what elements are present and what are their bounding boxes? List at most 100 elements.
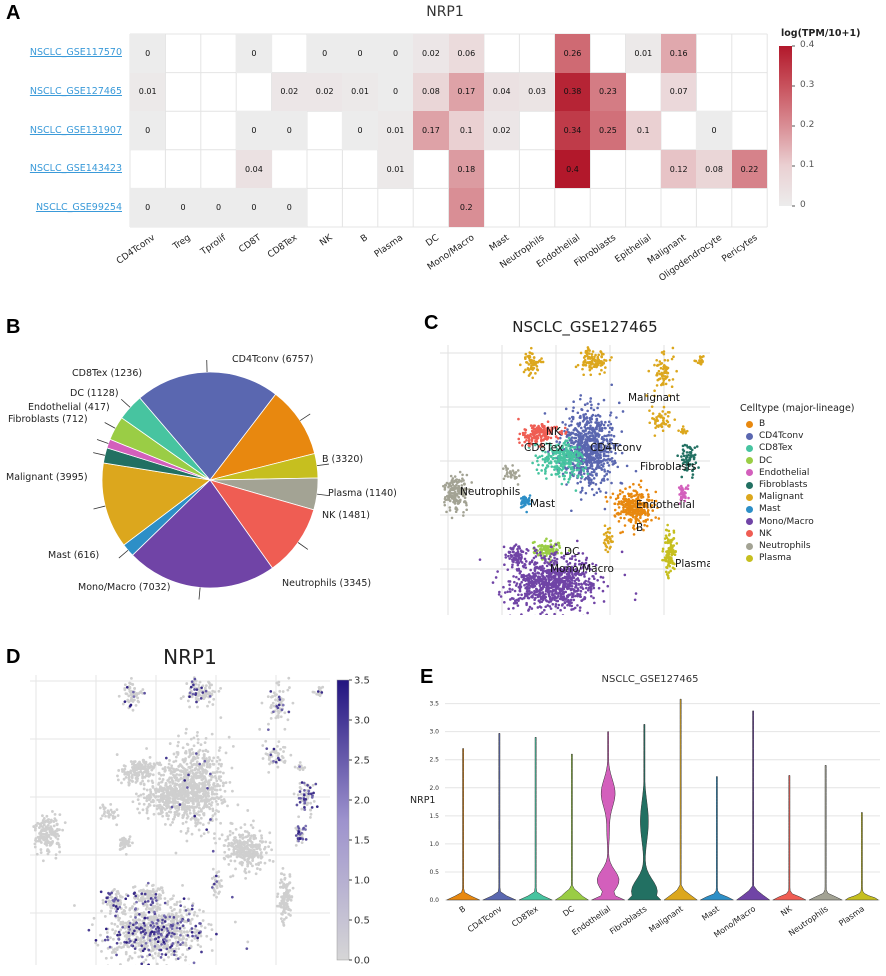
legend-swatch xyxy=(746,420,753,428)
violin-y-tick: 2.5 xyxy=(429,757,439,764)
heatmap-cell: 0.03 xyxy=(519,72,555,112)
violin-x-label: Fibroblasts xyxy=(608,904,648,936)
dataset-link-nsclc_gse99254[interactable]: NSCLC_GSE99254 xyxy=(35,201,122,213)
violin-shape xyxy=(446,748,480,901)
umap-cluster-annotation: CD8Tex xyxy=(524,442,563,454)
celltype-legend-item: Endothelial xyxy=(740,467,809,479)
umap-celltype-plot: Malignant NK CD8Tex CD4Tconv Fibroblasts Neut… xyxy=(440,345,710,615)
expression-colorbar: 0.0 0.5 1.0 1.5 2.0 2.5 3.0 3.5 xyxy=(336,676,370,967)
violin-y-tick: 0.5 xyxy=(429,869,439,876)
celltype-legend-item: Fibroblasts xyxy=(740,479,807,491)
expression-colorbar-tick: 1.5 xyxy=(354,836,370,847)
pie-leader-line xyxy=(104,422,116,429)
violin-shape xyxy=(663,698,698,901)
legend-label: Fibroblasts xyxy=(759,480,808,490)
dataset-link-nsclc_gse117570[interactable]: NSCLC_GSE117570 xyxy=(29,47,122,59)
celltype-legend-item: CD8Tex xyxy=(740,442,793,454)
pie-slice-label: Endothelial (417) xyxy=(28,402,110,413)
heatmap-cell: 0.17 xyxy=(448,72,484,112)
legend-swatch xyxy=(746,530,753,538)
violin-shape xyxy=(735,710,771,901)
pie-leader-line xyxy=(299,413,311,421)
heatmap-cell: 0.01 xyxy=(377,111,414,150)
pie-slice-label: Malignant (3995) xyxy=(6,472,88,483)
expression-colorbar-tick: 2.0 xyxy=(354,796,370,807)
heatmap-cell: 0.06 xyxy=(448,34,484,73)
expression-colorbar-tick: 0.0 xyxy=(354,956,370,967)
heatmap-colorbar-tick: 0.1 xyxy=(800,160,815,170)
legend-swatch xyxy=(746,518,753,526)
legend-swatch xyxy=(746,481,753,489)
pie-leader-line xyxy=(93,452,105,456)
umap-cluster-annotation: Fibroblasts xyxy=(640,461,696,473)
pie-leader-line xyxy=(198,587,201,600)
violin-shape xyxy=(554,753,590,901)
violin-shape xyxy=(700,776,734,901)
violin-x-label: Endothelial xyxy=(570,904,612,937)
legend-label: DC xyxy=(759,455,773,466)
pie-slice-label: CD8Tex (1236) xyxy=(72,368,142,379)
violin-shape xyxy=(772,775,807,901)
expression-colorbar-tick: 3.5 xyxy=(354,676,370,687)
legend-swatch xyxy=(746,505,753,513)
panel-label-e: E xyxy=(420,666,434,688)
heatmap-cell: 0 xyxy=(165,188,201,227)
heatmap-cell: 0.1 xyxy=(625,111,661,150)
violin-title: NSCLC_GSE127465 xyxy=(601,674,699,685)
umap-cluster-annotation: Malignant xyxy=(628,392,680,404)
heatmap-cell: 0.01 xyxy=(130,72,166,112)
violin-shape xyxy=(627,724,662,901)
legend-label: Malignant xyxy=(759,492,804,503)
heatmap-cell: 0.2 xyxy=(448,188,484,227)
heatmap-cell: 0.01 xyxy=(625,34,661,73)
celltype-legend-title: Celltype (major-lineage) xyxy=(740,403,855,414)
heatmap-cell: 0.18 xyxy=(448,149,484,189)
heatmap-cell: 0.25 xyxy=(590,111,626,150)
celltype-legend-item: B xyxy=(740,418,765,430)
heatmap-cell: 0.02 xyxy=(484,111,520,150)
celltype-legend-item: Mast xyxy=(740,503,781,515)
dataset-link-nsclc_gse127465[interactable]: NSCLC_GSE127465 xyxy=(29,85,122,97)
pie-leader-line xyxy=(297,542,309,550)
pie-leader-line xyxy=(96,439,109,444)
violin-y-tick: 2.0 xyxy=(429,785,439,792)
violin-x-label: Malignant xyxy=(647,904,685,934)
umap-cluster-annotation: Endothelial xyxy=(636,499,695,511)
dataset-link-nsclc_gse143423[interactable]: NSCLC_GSE143423 xyxy=(29,163,122,175)
celltype-legend-item: Plasma xyxy=(740,552,791,564)
heatmap-cell: 0 xyxy=(342,111,378,150)
celltype-legend-item: Mono/Macro xyxy=(740,516,814,528)
legend-swatch xyxy=(746,542,753,550)
dataset-link-nsclc_gse131907[interactable]: NSCLC_GSE131907 xyxy=(29,124,122,136)
violin-shape xyxy=(844,812,880,901)
heatmap-cell: 0.12 xyxy=(661,149,697,189)
legend-swatch xyxy=(746,444,753,452)
violin-y-tick: 3.5 xyxy=(429,701,439,708)
heatmap-cell: 0.07 xyxy=(661,72,697,112)
panel-label-c: C xyxy=(424,312,439,334)
legend-label: Mast xyxy=(759,504,781,515)
heatmap-cell: 0 xyxy=(696,111,732,150)
legend-label: NK xyxy=(759,528,772,539)
expression-colorbar-tick: 1.0 xyxy=(354,876,370,887)
legend-label: CD4Tconv xyxy=(759,431,804,442)
legend-label: Mono/Macro xyxy=(759,516,814,527)
heatmap-cell: 0.02 xyxy=(271,72,307,112)
heatmap-cell: 0.26 xyxy=(554,34,591,73)
heatmap-cell: 0 xyxy=(236,111,272,150)
heatmap-cell: 0.1 xyxy=(448,111,484,150)
heatmap-cell: 0.34 xyxy=(554,111,591,150)
heatmap-cell: 0.04 xyxy=(236,149,272,189)
heatmap-cell: 0.22 xyxy=(731,149,768,189)
celltype-legend-item: Neutrophils xyxy=(740,540,811,552)
legend-label: Plasma xyxy=(759,553,792,564)
heatmap-colorbar xyxy=(779,46,792,206)
heatmap-cell: 0 xyxy=(236,188,272,227)
heatmap-cell: 0 xyxy=(271,188,307,227)
pie-leader-line xyxy=(317,493,330,497)
legend-swatch xyxy=(746,493,753,501)
umap-expression-title: NRP1 xyxy=(163,645,217,669)
celltype-legend-item: DC xyxy=(740,455,772,467)
violin-x-label: B xyxy=(458,904,468,915)
heatmap-cell: 0 xyxy=(200,188,237,227)
